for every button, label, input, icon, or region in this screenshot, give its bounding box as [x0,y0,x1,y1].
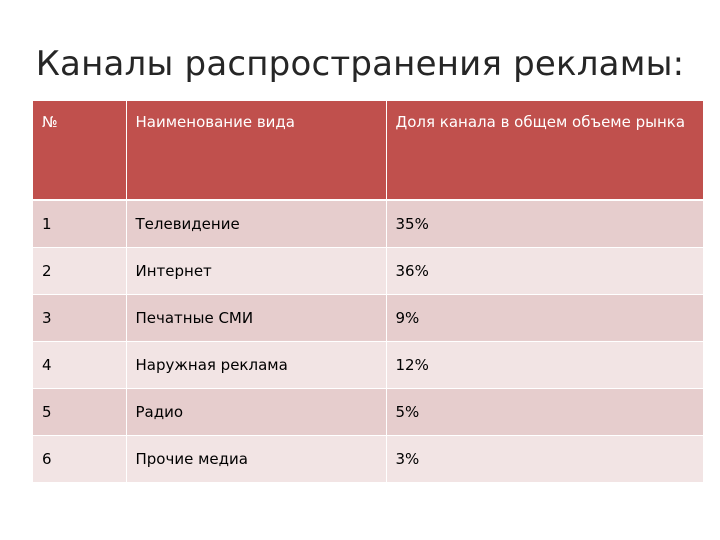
row-market-share: 35% [386,200,703,248]
slide-title: Каналы распространения рекламы: [35,44,685,84]
row-channel-name: Радио [126,388,387,436]
row-number: 2 [33,247,127,295]
table-row: 6 Прочие медиа 3% [33,435,703,483]
header-type-name: Наименование вида [126,101,387,201]
table-body: 1 Телевидение 35% 2 Интернет 36% 3 Печат… [33,200,703,483]
header-row: № Наименование вида Доля канала в общем … [33,101,703,201]
row-market-share: 36% [386,247,703,295]
row-market-share: 3% [386,435,703,483]
row-channel-name: Телевидение [126,200,387,248]
row-number: 6 [33,435,127,483]
table-header: № Наименование вида Доля канала в общем … [33,101,703,201]
row-channel-name: Наружная реклама [126,341,387,389]
row-number: 4 [33,341,127,389]
row-channel-name: Прочие медиа [126,435,387,483]
table-row: 4 Наружная реклама 12% [33,341,703,389]
header-number: № [33,101,127,201]
table-row: 5 Радио 5% [33,388,703,436]
row-number: 3 [33,294,127,342]
row-number: 5 [33,388,127,436]
header-market-share: Доля канала в общем объеме рынка [386,101,703,201]
row-market-share: 5% [386,388,703,436]
advertising-channels-table: № Наименование вида Доля канала в общем … [33,101,703,483]
table-row: 1 Телевидение 35% [33,200,703,248]
table-row: 3 Печатные СМИ 9% [33,294,703,342]
row-channel-name: Печатные СМИ [126,294,387,342]
row-market-share: 9% [386,294,703,342]
row-market-share: 12% [386,341,703,389]
table-row: 2 Интернет 36% [33,247,703,295]
row-number: 1 [33,200,127,248]
row-channel-name: Интернет [126,247,387,295]
